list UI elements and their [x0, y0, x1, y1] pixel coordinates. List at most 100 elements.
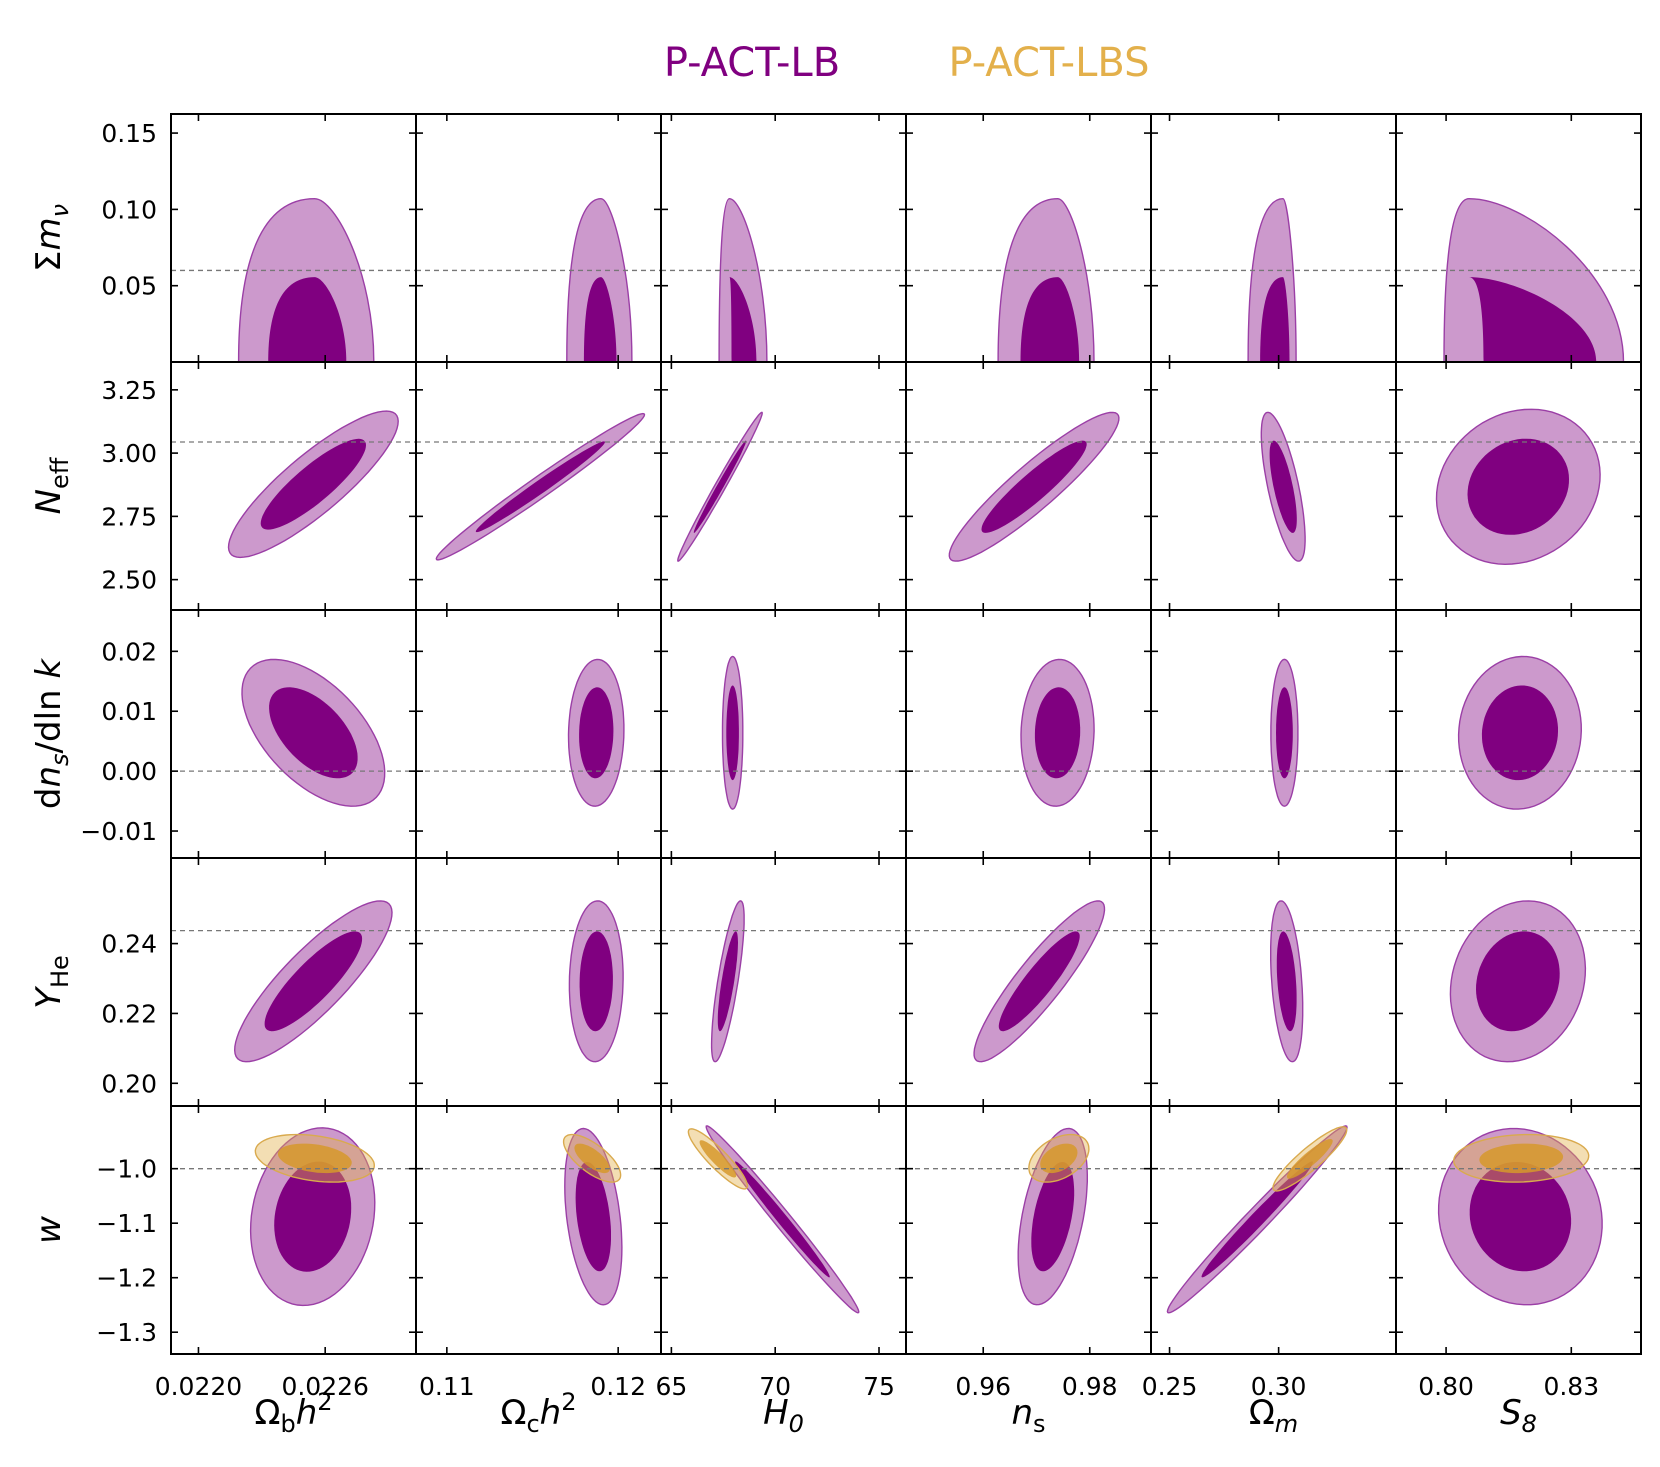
- x-axis-label-0: Ωbh2: [254, 1388, 332, 1438]
- y-axis-label-4: w: [29, 1216, 69, 1244]
- panel-contours: [948, 411, 1120, 562]
- panel-contours: [973, 900, 1106, 1063]
- contour-68-p-act-lbs: [1479, 1143, 1564, 1174]
- y-tick-label: 2.75: [101, 502, 157, 531]
- contour-68-p-act-lb: [475, 441, 605, 533]
- panel-frame: [415, 1105, 662, 1355]
- panel-r0-c3: [905, 113, 1152, 363]
- y-tick-label: 0.15: [101, 119, 157, 148]
- panel-r2-c0: −0.01 0.00 0.01 0.02: [80, 609, 417, 859]
- panel-r2-c1: [415, 609, 662, 859]
- contour-68-p-act-lbs: [277, 1143, 352, 1174]
- x-axis-label-2: H0: [763, 1393, 804, 1438]
- panel-contours: [568, 900, 624, 1063]
- y-axis-label-2: dns/dln k: [29, 658, 74, 810]
- panel-contours: [562, 1127, 623, 1306]
- y-tick-label: 0.01: [101, 697, 157, 726]
- panel-contours: [566, 197, 633, 362]
- panel-contours: [1437, 1127, 1603, 1306]
- panel-contours: [237, 197, 375, 362]
- contour-68-p-act-lb: [1276, 687, 1293, 779]
- panel-r2-c4: [1150, 609, 1397, 859]
- contour-68-p-act-lb: [1269, 440, 1297, 533]
- legend-entry-p-act-lb: P-ACT-LB: [664, 40, 840, 86]
- panel-frame: [660, 609, 907, 859]
- y-tick-label: −1.0: [96, 1155, 157, 1184]
- panel-contours: [677, 411, 763, 562]
- panel-contours: [721, 655, 744, 810]
- x-tick-label: 0.0226: [281, 1372, 368, 1401]
- panel-r4-c1: 0.11 0.12: [415, 1105, 662, 1401]
- panel-contours: [1443, 197, 1625, 362]
- y-tick-label: −1.1: [96, 1209, 157, 1238]
- panel-r0-c4: [1150, 113, 1397, 363]
- panel-r1-c4: [1150, 361, 1397, 611]
- panel-contours: [1457, 655, 1583, 810]
- panel-frame: [1395, 1105, 1642, 1355]
- panel-r4-c5: 0.80 0.83: [1395, 1105, 1642, 1401]
- y-tick-label: 0.10: [101, 195, 157, 224]
- x-axis-label-1: Ωch2: [500, 1388, 576, 1438]
- x-tick-label: 0.98: [1062, 1372, 1118, 1401]
- panel-r3-c3: [905, 857, 1152, 1107]
- row-axis-labels: Σmν Neff dns/dln k YHe w: [29, 204, 74, 1244]
- x-tick-label: 75: [863, 1372, 895, 1401]
- panel-frame: [660, 857, 907, 1107]
- contour-68-p-act-lb: [729, 277, 757, 362]
- y-axis-label-0: Σmν: [29, 204, 74, 272]
- panel-contours: [249, 1127, 376, 1307]
- panel-frame: [660, 113, 907, 363]
- panel-contours: [233, 900, 393, 1063]
- x-tick-label: 0.11: [419, 1372, 475, 1401]
- panel-r0-c5: [1395, 113, 1642, 363]
- x-axis-label-3: ns: [1011, 1393, 1045, 1438]
- panel-r1-c3: [905, 361, 1152, 611]
- panel-contours: [1270, 900, 1304, 1063]
- legend-entry-p-act-lbs: P-ACT-LBS: [949, 40, 1150, 86]
- contour-68-p-act-lbs: [1040, 1143, 1078, 1174]
- panel-contours: [687, 1125, 860, 1314]
- panel-r3-c4: [1150, 857, 1397, 1107]
- y-tick-label: −0.01: [80, 817, 157, 846]
- panel-frame: [415, 857, 662, 1107]
- legend: P-ACT-LB P-ACT-LBS: [664, 40, 1150, 86]
- x-tick-label: 0.30: [1251, 1372, 1307, 1401]
- x-axis-label-4: Ωm: [1249, 1393, 1298, 1438]
- contour-68-p-act-lb: [693, 440, 747, 533]
- contour-68-p-act-lb: [583, 277, 617, 362]
- x-tick-label: 0.96: [955, 1372, 1011, 1401]
- column-axis-labels: Ωbh2 Ωch2 H0 ns Ωm S8: [254, 1388, 1536, 1438]
- contour-68-p-act-lb: [981, 440, 1087, 533]
- y-axis-label-3: YHe: [29, 955, 74, 1009]
- y-tick-label: 3.25: [101, 376, 157, 405]
- contour-68-p-act-lb: [1476, 931, 1560, 1032]
- contour-68-p-act-lbs: [574, 1143, 610, 1174]
- panel-contours: [1270, 658, 1299, 807]
- x-tick-label: 0.25: [1142, 1372, 1198, 1401]
- contour-68-p-act-lb: [998, 931, 1080, 1032]
- contour-68-p-act-lb: [1481, 685, 1558, 781]
- x-tick-label: 0.83: [1543, 1372, 1599, 1401]
- x-tick-label: 0.12: [590, 1372, 646, 1401]
- contour-68-p-act-lb: [717, 931, 738, 1032]
- y-tick-label: 0.05: [101, 272, 157, 301]
- panel-r1-c5: [1395, 361, 1642, 611]
- panel-contours: [718, 197, 768, 362]
- panel-r0-c2: [660, 113, 907, 363]
- panel-contours: [710, 900, 745, 1063]
- y-tick-label: 0.02: [101, 637, 157, 666]
- panel-r3-c5: [1395, 857, 1642, 1107]
- panel-contours: [241, 658, 386, 807]
- contour-68-p-act-lb: [1260, 277, 1290, 362]
- panel-r3-c0: 0.20 0.22 0.24: [101, 857, 417, 1107]
- contour-68-p-act-lb: [1467, 438, 1569, 535]
- panel-r1-c0: 2.50 2.75 3.00 3.25: [101, 361, 417, 611]
- panel-r1-c2: [660, 361, 907, 611]
- y-tick-label: −1.3: [96, 1318, 157, 1347]
- y-tick-label: 0.24: [101, 930, 157, 959]
- contour-68-p-act-lb: [260, 438, 366, 530]
- y-tick-label: 2.50: [101, 566, 157, 595]
- contour-68-p-act-lb: [264, 931, 363, 1032]
- panel-contours: [1435, 408, 1601, 566]
